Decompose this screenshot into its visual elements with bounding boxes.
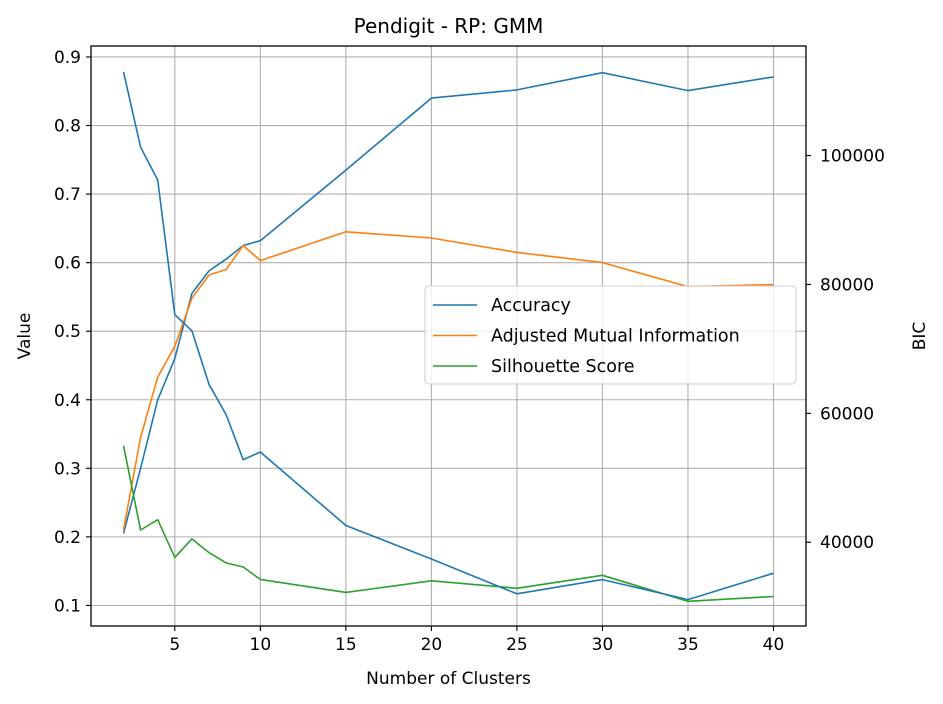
y2-tick-label: 40000 xyxy=(820,533,874,553)
legend: Accuracy Adjusted Mutual Information Silho… xyxy=(424,285,797,385)
x-tick-label: 5 xyxy=(169,635,180,655)
y-tick-label: 0.6 xyxy=(54,254,81,274)
y-tick-label: 0.1 xyxy=(54,596,81,616)
axis-ticks: 5 10 15 20 25 30 35 40 0.1 0.2 0.3 0.4 0.5 0.6 0.7 0.8 0… xyxy=(54,48,885,655)
series-lines xyxy=(122,71,774,603)
x-axis-label: Number of Clusters xyxy=(366,669,531,689)
x-tick-label: 40 xyxy=(763,635,785,655)
y2-tick-label: 60000 xyxy=(820,404,874,424)
y-tick-label: 0.9 xyxy=(54,48,81,68)
y-tick-label: 0.7 xyxy=(54,185,81,205)
adjusted-mutual-information-line xyxy=(122,231,774,531)
plot-frame xyxy=(90,45,807,627)
x-tick-label: 20 xyxy=(421,635,443,655)
chart-title: Pendigit - RP: GMM xyxy=(354,14,544,38)
y2-tick-label: 100000 xyxy=(820,147,885,167)
x-tick-label: 25 xyxy=(506,635,528,655)
silhouette-score-line xyxy=(122,445,774,603)
x-tick-label: 10 xyxy=(250,635,272,655)
y2-axis-label: BIC xyxy=(910,322,930,351)
legend-box xyxy=(424,285,797,385)
y-axis-label: Value xyxy=(15,313,35,360)
x-tick-label: 15 xyxy=(335,635,357,655)
legend-label-adjusted-mutual-information: Adjusted Mutual Information xyxy=(491,327,740,347)
y-tick-label: 0.8 xyxy=(54,117,81,137)
x-tick-label: 35 xyxy=(677,635,699,655)
y-tick-label: 0.2 xyxy=(54,528,81,548)
y-tick-label: 0.5 xyxy=(54,322,81,342)
y2-tick-label: 80000 xyxy=(820,275,874,295)
legend-label-accuracy: Accuracy xyxy=(491,296,571,316)
legend-label-silhouette-score: Silhouette Score xyxy=(491,357,635,377)
y-tick-label: 0.4 xyxy=(54,391,81,411)
y-tick-label: 0.3 xyxy=(54,459,81,479)
x-tick-label: 30 xyxy=(592,635,614,655)
bic-line xyxy=(122,71,774,601)
